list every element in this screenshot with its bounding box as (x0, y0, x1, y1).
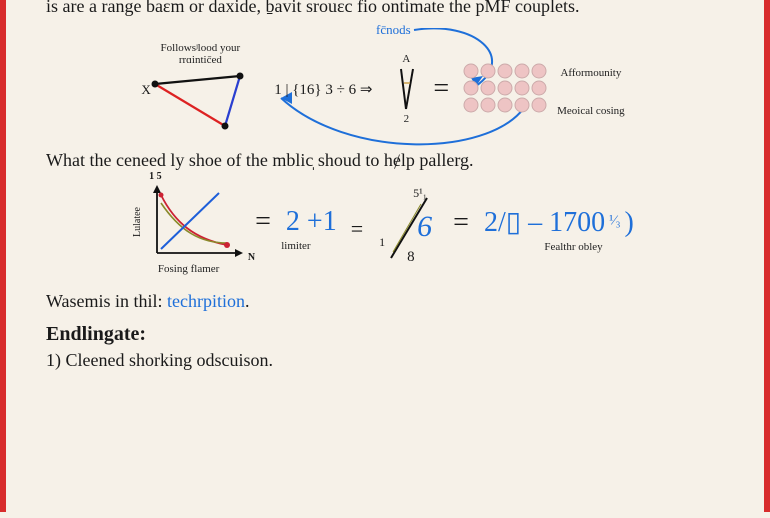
techrpition-link[interactable]: techrpition (167, 291, 245, 311)
eq-21: 2 +1 (282, 206, 341, 237)
chart-block: Lulatee 1 5 N Fosing flamer (132, 183, 245, 275)
limiter-label: limiter (281, 240, 310, 252)
fcnods-label: fc̄nods (376, 22, 411, 38)
a-label: A (402, 53, 410, 65)
chart-ytop: 1 5 (149, 171, 162, 182)
x-label: X (141, 82, 150, 98)
chart-n: N (248, 252, 255, 263)
afform-label: Afformounity (560, 67, 621, 79)
two-label: 2 (404, 113, 410, 125)
eq-eq2: = (347, 216, 367, 242)
endlingate-heading: Endlingate: (46, 323, 724, 346)
fealthr-label: Fealthr obley (544, 241, 602, 253)
triangle-block: Followsʲlood your rrɑintic̄ed X (145, 42, 255, 136)
link-para-a: Wasemis in thil: (46, 291, 167, 311)
link-para-c: . (245, 291, 250, 311)
chart-xlabel: Fosing flamer (158, 263, 219, 275)
grid-block (461, 61, 551, 117)
equals-1: = (429, 73, 453, 105)
eq-frac: 2/▯ – 1700 (480, 207, 609, 238)
slash-top: 5¹₁ (413, 186, 427, 201)
mid-math: 1 | {16} 3 ÷ 6 ⇒ (263, 80, 383, 99)
diagram-2: Lulatee 1 5 N Fosing flamer = 2 +1 limit… (46, 183, 724, 275)
intro-paragraph: is are a range baɛm or daxide, ḇavit sro… (46, 0, 724, 18)
list-item-1: 1) Cleened shorking odscuison. (46, 350, 724, 371)
eq-part1: = (251, 206, 282, 237)
v-svg (391, 65, 421, 113)
mid-paragraph: What the ceneed ly shoe of the mblic̩ sh… (46, 148, 724, 172)
eq-part3: = (449, 207, 480, 238)
v-block: A 2 (391, 53, 421, 125)
chart-svg (145, 183, 245, 261)
link-paragraph: Wasemis in thil: techrpition. (46, 289, 724, 313)
one-left: 1 (379, 235, 385, 250)
slash-fraction: 5¹₁ 6 8 1 (373, 190, 443, 268)
six: 6 (417, 210, 432, 244)
grid-svg (461, 61, 551, 117)
eight: 8 (407, 249, 415, 266)
medical-label: Meoical cosing (557, 105, 625, 117)
eq-frac-sup: ¹⁄₃ (609, 213, 620, 228)
triangle-svg (145, 66, 255, 136)
eq-close: ) (621, 207, 638, 238)
follow-label: Followsʲlood your rrɑintic̄ed (145, 42, 255, 66)
chart-ylabel: Lulatee (132, 207, 143, 237)
